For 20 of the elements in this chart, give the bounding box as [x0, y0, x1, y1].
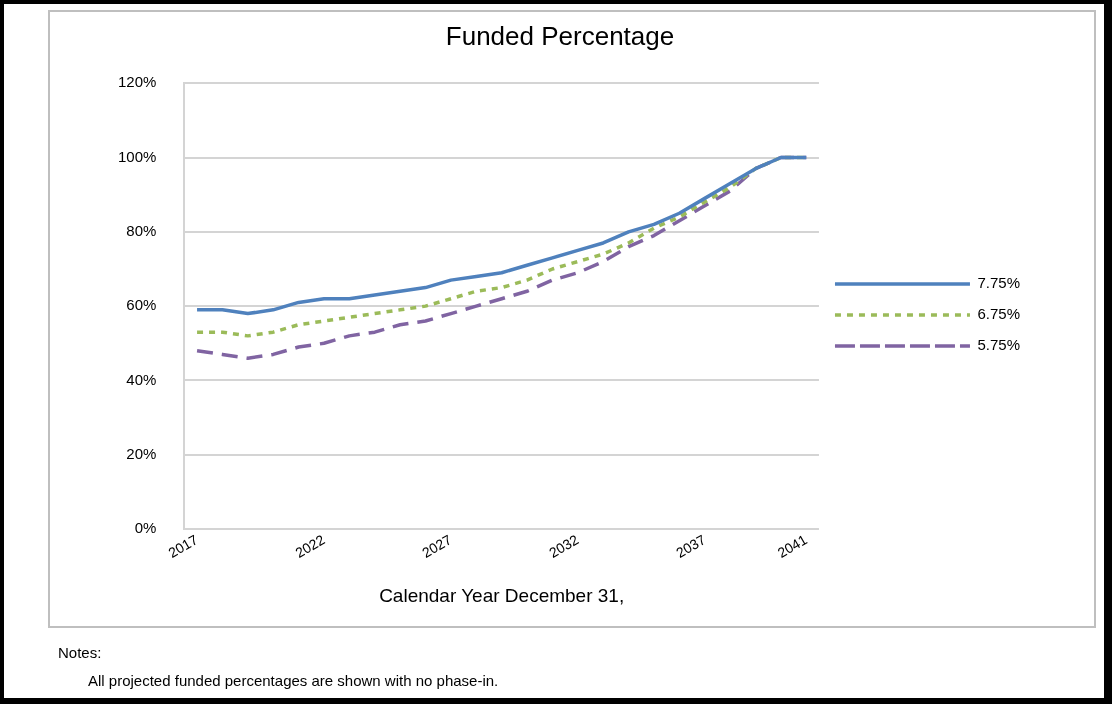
y-tick-label: 60%	[126, 296, 157, 314]
chart-title: Funded Percentage	[445, 20, 675, 51]
text: Notes:	[58, 644, 103, 661]
y-tick-label: 20%	[126, 444, 157, 462]
y-tick-label: 40%	[126, 370, 157, 388]
x-axis-title: Calendar Year December 31,	[379, 584, 625, 606]
x-tick-label: 2027	[419, 531, 455, 561]
y-tick-label: 80%	[126, 221, 157, 239]
text: 6.75%	[977, 305, 1021, 323]
x-tick-label: 2032	[546, 531, 582, 561]
text: 7.75%	[977, 274, 1021, 292]
text: 5.75%	[977, 336, 1021, 354]
x-tick-label: 2022	[292, 531, 328, 561]
y-tick-label: 0%	[134, 519, 157, 537]
x-tick-label: 2041	[774, 531, 810, 561]
text: All projected funded percentages are shown with no phase-in.	[88, 672, 499, 689]
x-tick-label: 2037	[673, 531, 709, 561]
x-tick-label: 2017	[165, 531, 201, 561]
y-tick-label: 120%	[117, 73, 157, 91]
y-tick-label: 100%	[117, 147, 157, 165]
